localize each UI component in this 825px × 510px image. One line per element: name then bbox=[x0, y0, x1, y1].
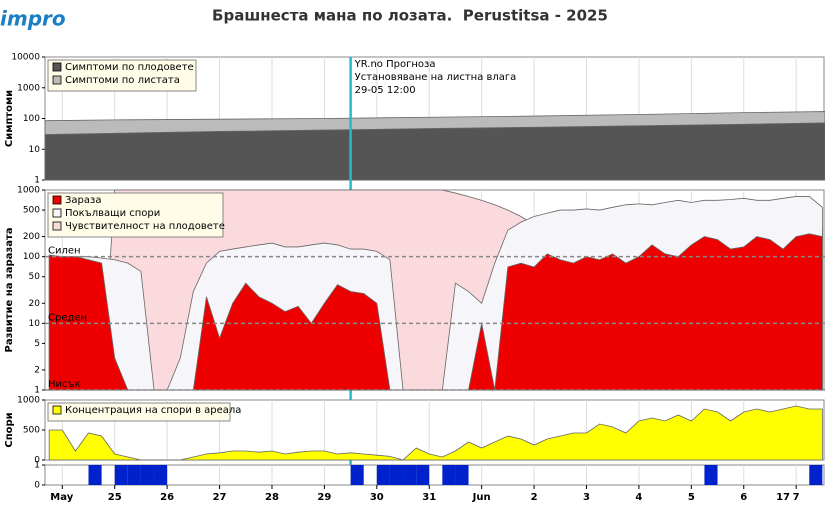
legend-label: Симптоми по плодовете bbox=[65, 62, 194, 73]
x-tick-label: 25 bbox=[108, 492, 122, 503]
legend-swatch bbox=[52, 221, 62, 231]
y-tick-label: 10 bbox=[29, 319, 41, 329]
legend-swatch bbox=[52, 405, 62, 415]
legend-box bbox=[47, 402, 231, 422]
y-tick-label: 1000 bbox=[17, 186, 40, 196]
y-tick-label: 0 bbox=[34, 481, 40, 491]
x-tick-label: 7 bbox=[793, 492, 800, 503]
x-tick-label: 30 bbox=[370, 492, 384, 503]
x-tick-label: 26 bbox=[160, 492, 174, 503]
legend-box bbox=[47, 192, 224, 238]
y-tick-label: 0 bbox=[34, 456, 40, 466]
x-tick-label: 28 bbox=[265, 492, 279, 503]
y-tick-label: 2 bbox=[34, 365, 40, 375]
chart-title: Брашнеста мана по лозата. Perustitsa - 2… bbox=[212, 7, 608, 25]
y-axis-label: Развитие на заразата bbox=[4, 228, 15, 353]
x-tick-label: 29 bbox=[317, 492, 331, 503]
bar bbox=[416, 465, 430, 485]
y-tick-label: 1 bbox=[34, 386, 40, 396]
legend: Концентрация на спори в ареала bbox=[47, 402, 241, 422]
y-tick-label: 5 bbox=[34, 339, 40, 349]
x-tick-label: 4 bbox=[635, 492, 642, 503]
x-tick-label: 31 bbox=[422, 492, 436, 503]
x-tick-label: 5 bbox=[688, 492, 695, 503]
legend-swatch bbox=[52, 62, 62, 72]
y-tick-label: 1000 bbox=[17, 396, 40, 406]
bar bbox=[350, 465, 364, 485]
annotation: 17 bbox=[776, 492, 790, 503]
bar bbox=[127, 465, 141, 485]
series-area bbox=[44, 122, 825, 181]
forecast-label: YR.no Прогноза bbox=[354, 59, 436, 70]
bar bbox=[154, 465, 168, 485]
bar bbox=[114, 465, 128, 485]
bar bbox=[455, 465, 469, 485]
level-label: Среден bbox=[48, 312, 87, 323]
y-tick-label: 20 bbox=[29, 299, 41, 309]
forecast-label: Установяване на листна влага bbox=[355, 72, 517, 83]
y-tick-label: 100 bbox=[23, 114, 40, 124]
x-tick-label: 3 bbox=[583, 492, 590, 503]
panel bbox=[44, 464, 825, 486]
y-axis-label: Спори bbox=[4, 412, 15, 447]
y-tick-label: 10000 bbox=[11, 53, 40, 63]
bar bbox=[389, 465, 404, 485]
y-tick-label: 500 bbox=[23, 206, 40, 216]
y-tick-label: 200 bbox=[23, 232, 40, 242]
y-tick-label: 500 bbox=[23, 426, 40, 436]
bar bbox=[88, 465, 102, 485]
bar bbox=[403, 465, 417, 485]
legend-box bbox=[47, 59, 197, 92]
legend-swatch bbox=[52, 75, 62, 85]
legend-label: Концентрация на спори в ареала bbox=[65, 405, 241, 416]
legend-swatch bbox=[52, 208, 62, 218]
x-tick-label: 6 bbox=[740, 492, 747, 503]
series-area bbox=[48, 405, 823, 461]
logo: impro bbox=[0, 7, 66, 31]
legend-label: Зараза bbox=[65, 195, 101, 206]
y-tick-label: 100 bbox=[23, 252, 40, 262]
x-tick-label: 2 bbox=[531, 492, 538, 503]
bar bbox=[704, 465, 718, 485]
x-tick-label: 27 bbox=[213, 492, 227, 503]
x-tick-label: May bbox=[50, 492, 73, 503]
y-tick-label: 1 bbox=[34, 461, 40, 471]
legend-label: Симптоми по листата bbox=[65, 75, 180, 86]
bar bbox=[140, 465, 155, 485]
legend-swatch bbox=[52, 195, 62, 205]
bar bbox=[442, 465, 456, 485]
bar bbox=[809, 465, 823, 485]
x-tick-label: Jun bbox=[472, 492, 491, 503]
legend: Зараза Покълващи спори Чувствителност на п… bbox=[47, 192, 225, 238]
level-label: Нисък bbox=[48, 379, 81, 390]
y-tick-label: 50 bbox=[29, 272, 41, 282]
legend: Симптоми по плодовете Симптоми по листата bbox=[47, 59, 197, 92]
y-axis-label: Симптоми bbox=[4, 90, 15, 147]
y-tick-label: 10 bbox=[29, 145, 41, 155]
legend-label: Покълващи спори bbox=[65, 208, 160, 219]
level-label: Силен bbox=[48, 246, 81, 257]
bar bbox=[376, 465, 390, 485]
legend-label: Чувствителност на плодовете bbox=[65, 221, 225, 232]
y-tick-label: 1000 bbox=[17, 83, 40, 93]
forecast-label: 29-05 12:00 bbox=[355, 85, 416, 96]
y-tick-label: 1 bbox=[34, 176, 40, 186]
